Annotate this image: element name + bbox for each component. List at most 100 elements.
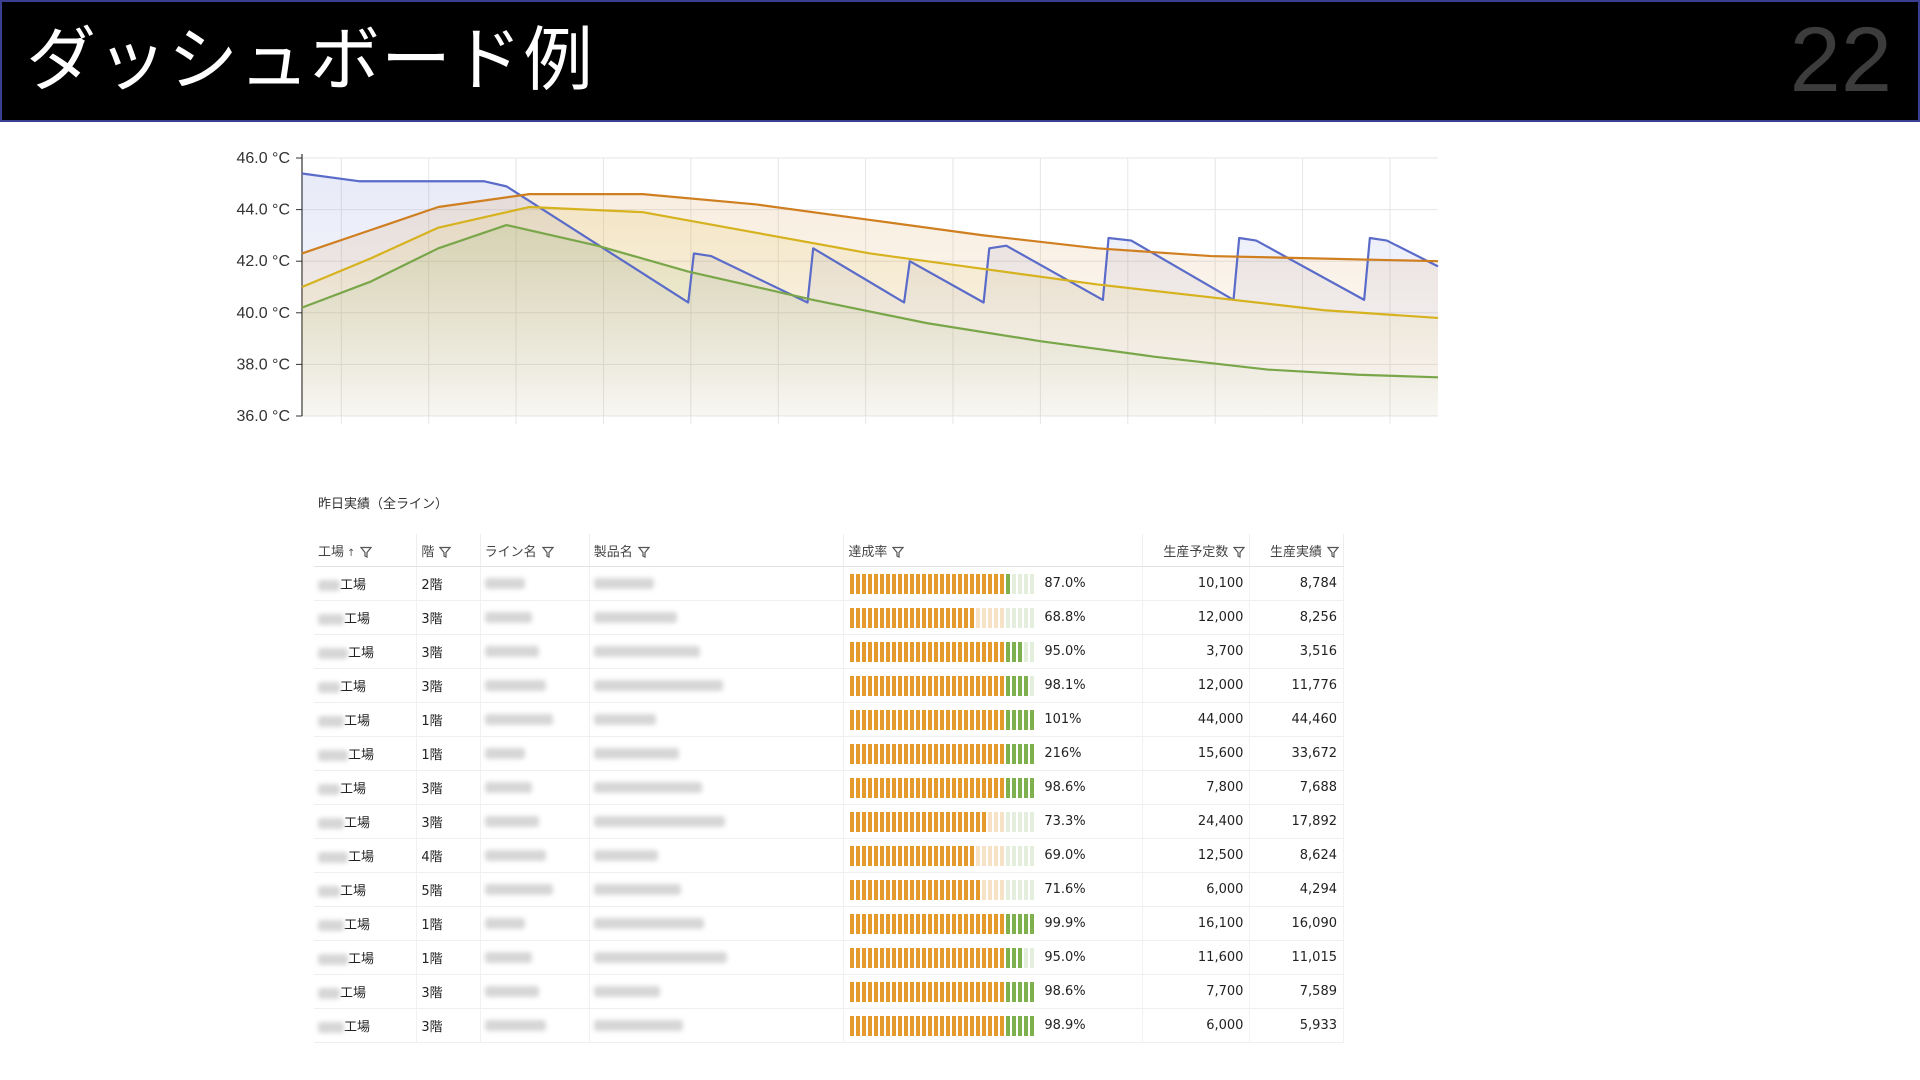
actual-quantity: 8,256 [1299, 610, 1337, 625]
cell-product-name [589, 634, 845, 669]
cell-line-name [480, 566, 590, 601]
achievement-bar-segment [904, 879, 909, 900]
achievement-bar [850, 981, 1035, 1002]
planned-quantity: 7,800 [1206, 780, 1244, 795]
cell-actual-quantity: 8,624 [1249, 838, 1344, 873]
table-row[interactable]: 工場 3階 68.8% 12,000 8,256 [314, 600, 1344, 635]
achievement-bar-segment [868, 607, 873, 628]
cell-line-name [480, 838, 590, 873]
filter-icon[interactable] [1233, 546, 1246, 558]
table-row[interactable]: 工場 3階 98.9% 6,000 5,933 [314, 1008, 1344, 1043]
achievement-bar-segment [910, 573, 915, 594]
achievement-bar-segment [910, 709, 915, 730]
achievement-bar-segment [970, 845, 975, 866]
achievement-bar-segment [994, 811, 999, 832]
redacted-text [593, 884, 681, 895]
redacted-text [593, 850, 658, 861]
achievement-bar-segment [874, 913, 879, 934]
achievement-bar-segment [982, 811, 987, 832]
achievement-bar-segment [994, 777, 999, 798]
filter-icon[interactable] [892, 546, 905, 558]
table-row[interactable]: 工場 1階 101% 44,000 44,460 [314, 702, 1344, 737]
cell-factory: 工場 [314, 1008, 418, 1043]
cell-product-name [589, 668, 845, 703]
achievement-bar-segment [934, 607, 939, 628]
redacted-text [318, 818, 344, 829]
table-row[interactable]: 工場 1階 95.0% 11,600 11,015 [314, 940, 1344, 975]
filter-icon[interactable] [360, 546, 373, 558]
achievement-bar-segment [1000, 947, 1005, 968]
table-row[interactable]: 工場 2階 87.0% 10,100 8,784 [314, 566, 1344, 601]
filter-icon[interactable] [637, 546, 650, 558]
achievement-bar-segment [1018, 607, 1023, 628]
achievement-bar [850, 811, 1035, 832]
column-header-label: 製品名 [593, 544, 633, 560]
achievement-bar-segment [952, 845, 957, 866]
achievement-bar-segment [1012, 845, 1017, 866]
achievement-bar-segment [886, 709, 891, 730]
achievement-bar-segment [904, 981, 909, 1002]
achievement-bar-segment [1030, 675, 1035, 696]
redacted-text [318, 1022, 344, 1033]
achievement-bar-segment [934, 675, 939, 696]
achievement-bar-segment [940, 879, 945, 900]
achievement-bar-segment [982, 743, 987, 764]
redacted-text [484, 952, 532, 963]
achievement-bar-segment [886, 947, 891, 968]
cell-planned-quantity: 3,700 [1142, 634, 1251, 669]
achievement-bar-segment [946, 879, 951, 900]
factory-name: 工場 [348, 850, 375, 865]
table-row[interactable]: 工場 5階 71.6% 6,000 4,294 [314, 872, 1344, 907]
achievement-bar-segment [928, 981, 933, 1002]
achievement-bar-segment [856, 573, 861, 594]
cell-achievement-rate: 216% [843, 736, 1143, 771]
column-header[interactable]: 製品名 [589, 534, 845, 567]
table-row[interactable]: 工場 3階 98.1% 12,000 11,776 [314, 668, 1344, 703]
actual-quantity: 3,516 [1299, 644, 1337, 659]
table-row[interactable]: 工場 3階 73.3% 24,400 17,892 [314, 804, 1344, 839]
achievement-bar-segment [964, 675, 969, 696]
column-header[interactable]: ライン名 [480, 534, 590, 567]
achievement-bar-segment [1000, 607, 1005, 628]
column-header[interactable]: 生産実績 [1249, 534, 1344, 567]
achievement-bar-segment [898, 573, 903, 594]
column-header[interactable]: 達成率 [843, 534, 1143, 567]
column-header-label: 達成率 [848, 544, 888, 560]
achievement-bar-segment [862, 811, 867, 832]
achievement-bar-segment [946, 743, 951, 764]
achievement-bar-segment [1000, 777, 1005, 798]
column-header[interactable]: 工場 ↑ [314, 534, 418, 567]
cell-line-name [480, 634, 590, 669]
achievement-bar-segment [964, 709, 969, 730]
table-row[interactable]: 工場 3階 95.0% 3,700 3,516 [314, 634, 1344, 669]
achievement-bar-segment [976, 777, 981, 798]
cell-planned-quantity: 12,000 [1142, 600, 1251, 635]
cell-floor: 3階 [416, 1008, 481, 1043]
column-header[interactable]: 生産予定数 [1142, 534, 1251, 567]
cell-factory: 工場 [314, 804, 418, 839]
column-header[interactable]: 階 [416, 534, 481, 567]
table-row[interactable]: 工場 1階 99.9% 16,100 16,090 [314, 906, 1344, 941]
table-row[interactable]: 工場 3階 98.6% 7,700 7,589 [314, 974, 1344, 1009]
filter-icon[interactable] [541, 546, 554, 558]
achievement-bar-segment [976, 913, 981, 934]
filter-icon[interactable] [439, 546, 452, 558]
achievement-bar-segment [910, 641, 915, 662]
table-row[interactable]: 工場 1階 216% 15,600 33,672 [314, 736, 1344, 771]
filter-icon[interactable] [1327, 546, 1339, 558]
achievement-bar-segment [988, 981, 993, 1002]
achievement-bar-segment [970, 743, 975, 764]
achievement-bar-segment [988, 811, 993, 832]
achievement-bar-segment [868, 879, 873, 900]
sort-ascending-icon[interactable]: ↑ [347, 547, 356, 559]
achievement-bar-segment [946, 573, 951, 594]
achievement-rate-value: 71.6% [1044, 882, 1086, 897]
table-row[interactable]: 工場 3階 98.6% 7,800 7,688 [314, 770, 1344, 805]
redacted-text [593, 612, 677, 623]
achievement-bar-segment [880, 573, 885, 594]
achievement-bar-segment [922, 743, 927, 764]
table-row[interactable]: 工場 4階 69.0% 12,500 8,624 [314, 838, 1344, 873]
achievement-bar-segment [898, 709, 903, 730]
achievement-bar-segment [970, 981, 975, 1002]
cell-product-name [589, 940, 845, 975]
